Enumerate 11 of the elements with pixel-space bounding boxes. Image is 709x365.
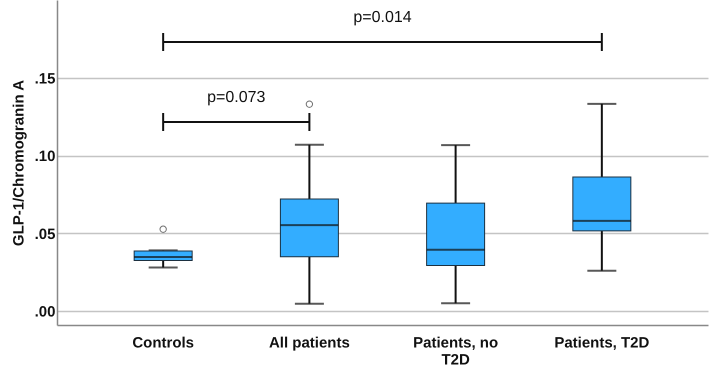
x-tick-label: Patients, no T2D [413,334,498,365]
y-tick-label: .00 [34,304,56,321]
y-axis-title: GLP-1/Chromogranin A [10,80,28,246]
annotation: p=0.073 [207,89,266,106]
x-tick-label: Patients, T2D [554,334,650,352]
y-tick-label: .15 [34,70,56,88]
annotation: p=0.014 [353,9,412,26]
x-tick-label: Controls [132,334,194,352]
y-tick-label: .05 [34,226,56,243]
x-tick-label: All patients [268,334,350,352]
y-tick-label: .10 [34,148,56,165]
